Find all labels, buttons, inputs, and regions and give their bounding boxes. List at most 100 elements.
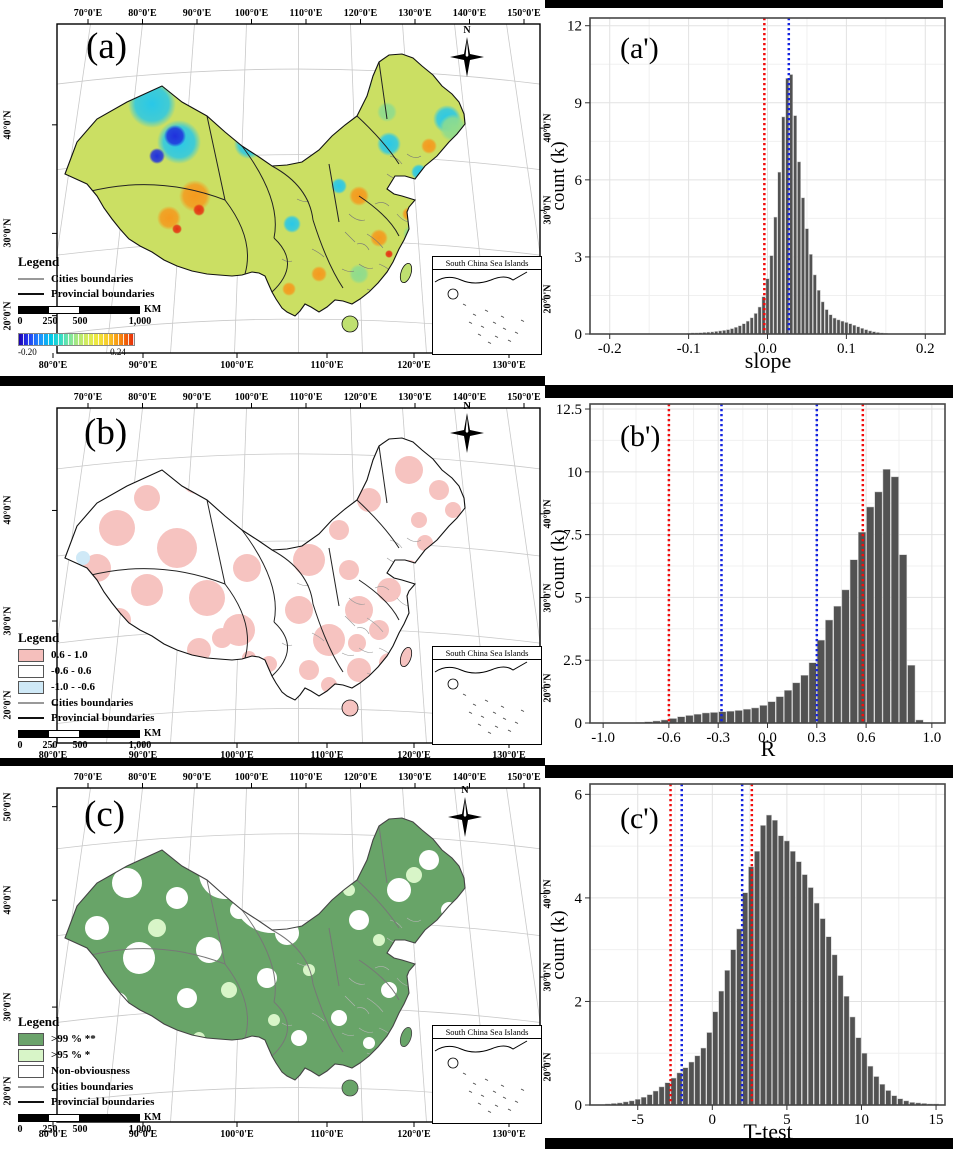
y-tick-label: 2.5: [563, 653, 582, 669]
inset-title: South China Sea Islands: [433, 257, 541, 270]
histogram-bar: [781, 116, 786, 335]
scale-bar-number: 1,000: [128, 1124, 152, 1136]
fill-blob: [311, 892, 327, 908]
histogram-bar: [712, 1011, 719, 1106]
legend-item: Provincial boundaries: [18, 1096, 168, 1108]
y-tick-label: 0: [575, 1098, 583, 1114]
legend-item: Cities boundaries: [18, 697, 168, 709]
x-tick-label: 0.6: [857, 730, 876, 746]
histogram-bar: [852, 325, 857, 335]
panel-divider: [545, 1138, 953, 1149]
histogram-bar: [766, 814, 772, 1106]
compass-rose-icon: [450, 413, 484, 453]
fill-blob: [233, 554, 261, 582]
panel-divider: [545, 385, 953, 399]
provincial-boundary-swatch: [18, 717, 44, 720]
histogram-bar: [843, 996, 850, 1106]
fill-blob: [369, 620, 389, 640]
map-top-axis-label: 100°0'E: [234, 8, 269, 19]
fill-blob: [429, 480, 449, 500]
panel-label: (a): [86, 26, 128, 67]
scale-bar-number: 1,000: [128, 740, 152, 752]
inset-island-mark: [477, 723, 482, 726]
x-tick-label: -0.2: [598, 341, 622, 357]
inset-island-mark: [507, 729, 512, 732]
histogram-bar: [825, 936, 832, 1106]
fill-blob: [417, 535, 433, 551]
histogram-bar: [706, 1032, 713, 1106]
histogram-canvas: -1.0 -0.6 -0.3 0.0 0.3 0.6 1.0 0 2.5 5 7.5 10 12.5: [556, 402, 946, 746]
histogram-bar: [784, 690, 793, 724]
fill-blob: [106, 992, 128, 1014]
legend: Legend Cities boundaries Provincial bound…: [18, 254, 168, 359]
histogram-bar: [855, 1037, 862, 1106]
fill-blob: [76, 551, 90, 565]
x-axis-title: R: [760, 736, 776, 761]
map-left-axis-label: 20°0'N: [2, 690, 14, 720]
inset-island-mark: [514, 721, 519, 724]
histogram-bar: [760, 825, 766, 1106]
legend-item-label: Cities boundaries: [51, 273, 134, 285]
x-tick-label: 15: [929, 1112, 944, 1128]
x-axis-title: T-test: [743, 1119, 793, 1144]
y-tick-label: 7.5: [563, 528, 582, 544]
inset-island-mark: [468, 711, 473, 714]
fill-blob: [377, 132, 401, 156]
histogram-bar: [873, 1076, 880, 1106]
x-tick-label: 0.1: [837, 341, 856, 357]
histogram-bar: [874, 491, 883, 724]
scale-bar-number: 0: [17, 1124, 23, 1136]
compass-north: N: [449, 402, 485, 459]
fill-blob: [379, 653, 399, 673]
histogram-bar: [734, 327, 738, 335]
fill-blob: [348, 634, 366, 652]
scale-bar-number: 250: [42, 740, 58, 752]
y-tick-label: 9: [575, 96, 583, 112]
histogram-bar: [718, 990, 725, 1106]
cities-boundary-swatch: [18, 1086, 44, 1089]
inset-island-mark: [502, 1096, 507, 1099]
scale-bar-number: 250: [42, 316, 58, 328]
scale-bar-segment: [49, 731, 79, 738]
map-bottom-axis-label: 80°0'E: [38, 360, 68, 371]
fill-blob: [282, 282, 296, 296]
fill-blob: [399, 560, 419, 580]
panel-divider: [0, 758, 545, 766]
inset-island-mark: [492, 1090, 497, 1093]
y-tick-label: 4: [575, 891, 583, 907]
fill-blob: [293, 544, 325, 576]
fill-blob: [164, 125, 186, 147]
inset-island-mark: [520, 319, 525, 322]
taiwan-island: [399, 646, 413, 668]
histogram-bar: [724, 970, 731, 1106]
histogram-bar: [765, 278, 770, 335]
histogram-bar: [828, 314, 833, 335]
y-tick-label: 12: [567, 19, 582, 35]
map-bottom-axis-label: 80°0'E: [38, 1129, 68, 1140]
histogram-bar: [819, 918, 826, 1106]
histogram-bar: [861, 1052, 868, 1106]
inset-island-mark: [487, 341, 492, 344]
inset-island-mark: [494, 335, 499, 338]
map-top-axis-label: 130°0'E: [398, 8, 432, 19]
map-bottom-axis-label: 100°0'E: [220, 1129, 254, 1140]
histogram-bar: [813, 274, 817, 335]
compass-rose-icon: [448, 797, 482, 837]
histogram-bar: [753, 313, 758, 335]
histogram-bar: [789, 74, 793, 335]
fill-blob: [194, 69, 220, 95]
map-canvas: [52, 403, 545, 748]
histogram-bar: [742, 323, 746, 335]
scale-bar: KM 0 250 500 1,000: [18, 304, 168, 330]
fill-blob: [385, 250, 393, 258]
y-tick-label: 10: [567, 465, 582, 481]
map-bottom-axis-label: 130°0'E: [492, 750, 526, 761]
inset-island-mark: [500, 1084, 505, 1087]
fill-blob: [301, 138, 317, 154]
scale-bar-segment: [49, 1115, 79, 1122]
histogram-bar: [836, 319, 841, 335]
y-tick-label: 5: [575, 590, 583, 606]
inset-island-mark: [484, 1078, 489, 1081]
histogram-bar: [848, 323, 853, 335]
inset-island-mark: [477, 1102, 482, 1105]
